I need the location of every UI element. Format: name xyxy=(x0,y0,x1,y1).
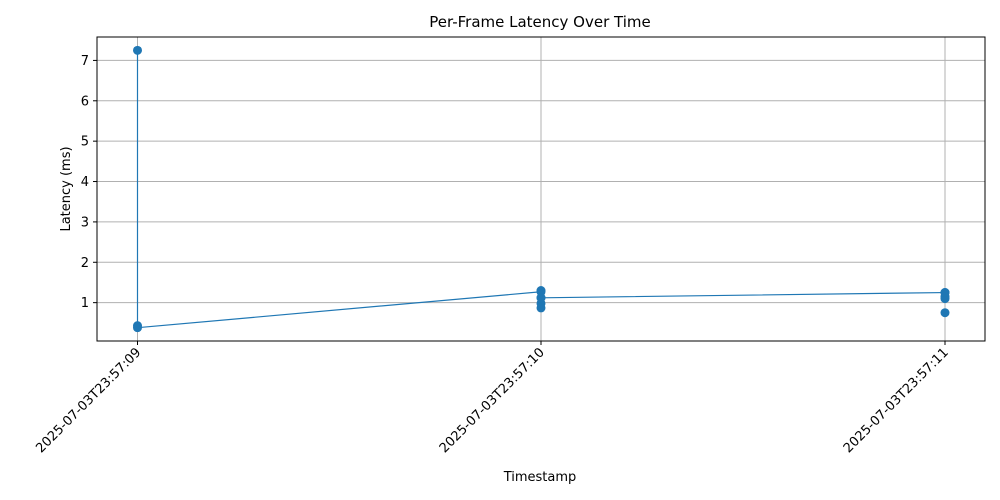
data-point xyxy=(940,288,950,298)
y-tick-label: 2 xyxy=(81,256,89,271)
data-point xyxy=(536,286,546,296)
data-point xyxy=(133,45,142,55)
series-layer xyxy=(133,45,950,333)
data-point xyxy=(940,308,950,318)
x-axis-ticks: 2025-07-03T23:57:09 2025-07-03T23:57:10 20… xyxy=(33,341,952,456)
y-tick-label: 4 xyxy=(81,175,89,190)
y-tick-label: 6 xyxy=(81,94,89,109)
data-point xyxy=(133,323,142,333)
y-tick-label: 1 xyxy=(81,296,89,311)
x-tick-label: 2025-07-03T23:57:10 xyxy=(437,345,548,456)
x-tick-label: 2025-07-03T23:57:09 xyxy=(33,345,144,456)
y-axis-ticks: 1 2 3 4 5 6 7 xyxy=(81,54,97,311)
data-point xyxy=(536,303,546,313)
x-tick-label: 2025-07-03T23:57:11 xyxy=(841,345,952,456)
chart-title: Per-Frame Latency Over Time xyxy=(429,13,650,31)
x-axis-label: Timestamp xyxy=(503,470,577,485)
y-tick-label: 3 xyxy=(81,215,89,230)
y-tick-label: 5 xyxy=(81,135,89,150)
y-axis-label: Latency (ms) xyxy=(59,146,74,231)
y-tick-label: 7 xyxy=(81,54,89,69)
grid-lines xyxy=(97,37,985,341)
data-point xyxy=(536,293,546,303)
